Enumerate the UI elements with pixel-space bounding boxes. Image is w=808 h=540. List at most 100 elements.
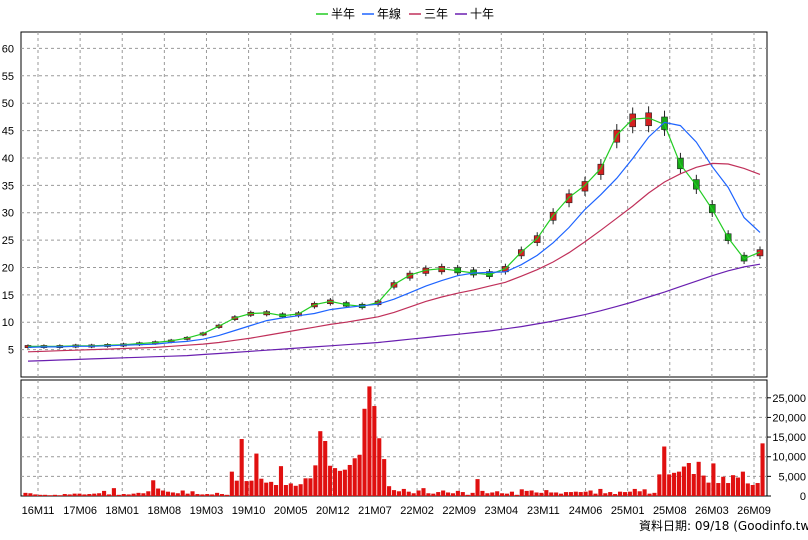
volume-bar — [396, 491, 401, 496]
volume-bar — [539, 492, 544, 496]
price-tick-label: 25 — [2, 235, 14, 247]
volume-bars — [23, 386, 765, 496]
volume-axis: 0 5,000 10,000 15,000 20,000 25,000 — [767, 393, 806, 503]
volume-bar — [160, 490, 166, 496]
volume-bar — [234, 480, 239, 496]
price-tick-label: 5 — [8, 345, 14, 357]
price-tick-label: 40 — [2, 153, 14, 165]
volume-bar — [254, 453, 259, 496]
x-tick-label: 18M08 — [148, 505, 182, 517]
volume-bar — [318, 431, 323, 496]
volume-bar — [578, 492, 583, 496]
moving-average-lines — [27, 117, 761, 362]
volume-bar — [269, 481, 274, 496]
volume-bar — [426, 493, 431, 496]
volume-bar — [450, 493, 456, 496]
volume-bar — [77, 493, 82, 496]
ma-line-年線 — [27, 121, 761, 348]
x-tick-label: 26M09 — [737, 505, 771, 517]
volume-bar — [283, 485, 288, 496]
volume-bar — [38, 494, 43, 496]
volume-bar — [534, 492, 539, 496]
volume-bar — [755, 483, 760, 496]
volume-tick-label: 5,000 — [778, 471, 806, 483]
volume-bar — [259, 478, 264, 496]
volume-bar — [647, 493, 652, 496]
ma-line-半年 — [28, 117, 761, 347]
price-tick-label: 30 — [2, 208, 14, 220]
volume-bar — [175, 493, 180, 496]
x-tick-label: 19M10 — [232, 505, 266, 517]
volume-bar — [681, 466, 686, 496]
volume-bar — [131, 493, 136, 496]
volume-bar — [377, 438, 382, 496]
price-tick-label: 10 — [2, 317, 14, 329]
volume-bar — [701, 475, 706, 496]
volume-bar — [116, 494, 121, 496]
volume-bar — [92, 493, 97, 496]
volume-bar — [382, 459, 387, 496]
volume-bar — [706, 482, 711, 496]
volume-bar — [106, 494, 112, 496]
volume-bar — [278, 466, 284, 496]
volume-bar — [23, 492, 28, 496]
volume-bar — [622, 492, 628, 496]
volume-bar — [431, 493, 436, 496]
x-tick-label: 20M12 — [316, 505, 350, 517]
legend-label-three-year: 三年 — [424, 7, 448, 21]
chart-legend: 半年 年線 三年 十年 — [316, 6, 494, 21]
volume-bar — [229, 471, 234, 496]
volume-bar — [470, 492, 475, 496]
volume-bar — [524, 490, 529, 496]
volume-bar — [387, 486, 392, 496]
volume-bar — [726, 483, 731, 496]
price-tick-label: 50 — [2, 98, 14, 110]
volume-bar — [293, 485, 298, 496]
volume-bar — [121, 494, 126, 496]
volume-bar — [82, 494, 87, 496]
volume-bar — [642, 489, 647, 496]
volume-bar — [28, 493, 33, 496]
volume-bar — [519, 489, 524, 496]
volume-bar — [406, 491, 411, 496]
volume-bar — [554, 492, 559, 496]
volume-bar — [43, 494, 48, 496]
x-tick-label: 25M01 — [611, 505, 645, 517]
volume-bar — [298, 484, 303, 496]
volume-bar — [313, 465, 318, 496]
volume-bar — [421, 488, 426, 496]
volume-bar — [480, 490, 485, 496]
volume-bar — [332, 468, 338, 496]
volume-bar — [544, 490, 549, 496]
volume-bar — [87, 494, 92, 496]
x-tick-label: 16M11 — [22, 505, 55, 517]
volume-bar — [735, 477, 741, 496]
volume-bar — [347, 464, 352, 496]
candle-body — [597, 163, 605, 175]
price-tick-label: 20 — [2, 262, 14, 274]
volume-bar — [352, 458, 357, 496]
volume-bar — [205, 494, 210, 496]
volume-bar — [657, 474, 662, 496]
footer-data-date: 資料日期: 09/18 (Goodinfo.tw) — [639, 519, 808, 533]
volume-tick-label: 15,000 — [772, 432, 806, 444]
volume-bar — [185, 493, 190, 496]
candle-body — [629, 113, 636, 128]
chart-grid — [21, 32, 767, 496]
volume-bar — [416, 490, 421, 496]
volume-bar — [490, 492, 495, 496]
volume-bar — [504, 493, 510, 496]
volume-bar — [549, 492, 554, 496]
volume-bar — [146, 491, 151, 496]
volume-tick-label: 25,000 — [772, 393, 806, 405]
volume-bar — [676, 471, 682, 496]
volume-bar — [436, 492, 441, 496]
volume-bar — [357, 454, 362, 496]
volume-bar — [598, 488, 603, 496]
volume-bar — [195, 494, 200, 496]
price-tick-label: 45 — [2, 126, 14, 138]
volume-bar — [288, 483, 293, 496]
volume-bar — [475, 479, 480, 496]
volume-bar — [224, 494, 229, 496]
